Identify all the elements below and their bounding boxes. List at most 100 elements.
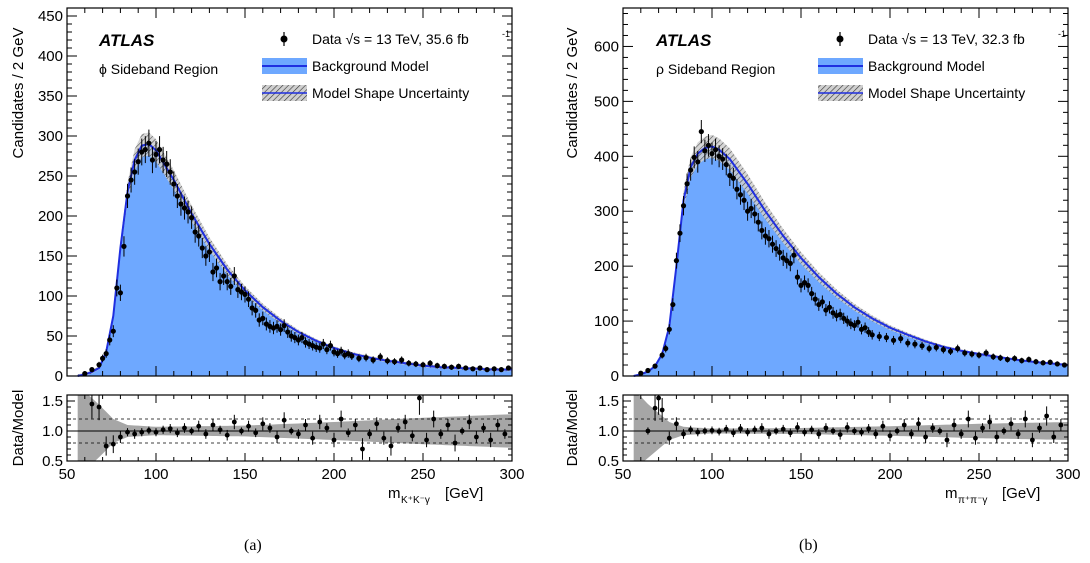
data-marker: [755, 219, 761, 225]
data-point: [983, 349, 989, 357]
data-marker: [484, 367, 490, 373]
ratio-point: [160, 425, 166, 434]
data-point: [356, 354, 362, 363]
data-marker: [734, 186, 740, 192]
data-point: [456, 363, 462, 370]
data-marker: [156, 147, 163, 153]
ratio-point: [901, 419, 907, 431]
data-marker: [370, 357, 376, 363]
ratio-point: [296, 429, 301, 439]
data-marker: [1019, 358, 1025, 364]
data-point: [363, 353, 369, 362]
ratio-marker: [916, 421, 921, 427]
data-marker: [427, 360, 433, 366]
data-point: [1040, 360, 1046, 366]
ratio-marker: [944, 437, 950, 443]
data-point: [773, 240, 779, 257]
ratio-marker: [459, 428, 465, 434]
ratio-marker: [288, 428, 294, 434]
data-point: [794, 269, 801, 285]
ratio-point: [203, 429, 209, 439]
ratio-marker: [89, 401, 95, 407]
ratio-point: [409, 430, 415, 442]
ratio-point: [1001, 427, 1007, 435]
data-point: [245, 291, 252, 308]
data-point: [730, 167, 736, 189]
data-point: [434, 362, 440, 369]
ratio-point: [1022, 410, 1028, 428]
data-marker: [281, 323, 287, 329]
ratio-marker: [431, 416, 437, 422]
data-marker: [420, 362, 426, 368]
y-tick-label: 250: [38, 168, 63, 185]
experiment-label: ATLAS: [98, 31, 155, 50]
ratio-point: [96, 395, 102, 421]
data-point: [709, 142, 715, 165]
data-point: [477, 365, 483, 371]
data-point: [156, 136, 163, 164]
data-marker: [645, 367, 651, 374]
data-marker: [132, 169, 138, 175]
x-axis-title: m π⁺π⁻γ [GeV]: [945, 485, 1040, 506]
data-point: [677, 224, 683, 243]
data-marker: [221, 273, 227, 279]
x-axis-symbol: m: [388, 485, 401, 502]
ratio-marker: [894, 428, 900, 434]
data-point: [734, 179, 740, 200]
data-point: [745, 201, 751, 221]
data-point: [189, 206, 195, 229]
data-point: [947, 347, 954, 355]
data-point: [819, 295, 825, 309]
data-point: [919, 341, 925, 350]
ratio-point: [958, 429, 964, 439]
ratio-point: [246, 420, 251, 432]
ratio-marker: [417, 395, 422, 401]
data-marker: [837, 311, 843, 318]
ratio-marker: [674, 421, 679, 427]
ratio-point: [752, 425, 758, 434]
data-point: [260, 311, 266, 326]
ratio-point: [445, 419, 451, 431]
legend-model-label: Background Model: [868, 58, 985, 74]
ratio-point: [816, 429, 822, 439]
data-point: [926, 344, 932, 353]
data-point: [253, 303, 259, 318]
ratio-marker: [908, 431, 914, 437]
data-point: [1004, 356, 1011, 363]
data-point: [1033, 358, 1039, 365]
ratio-point: [331, 432, 337, 448]
data-marker: [976, 352, 982, 358]
ratio-point: [802, 428, 807, 437]
data-point: [153, 141, 159, 168]
data-point: [1026, 356, 1032, 363]
ratio-point: [317, 414, 323, 430]
ratio-marker: [752, 427, 758, 433]
ratio-point: [837, 429, 843, 440]
ratio-point: [310, 431, 316, 445]
data-marker: [663, 345, 669, 352]
ratio-point: [688, 425, 694, 434]
ratio-marker: [324, 425, 330, 431]
ratio-y-axis-label: Data/Model: [10, 390, 27, 467]
ratio-point: [495, 419, 501, 431]
ratio-point: [844, 422, 850, 433]
data-point: [171, 171, 177, 197]
ratio-point: [994, 431, 1000, 443]
ratio-point: [965, 410, 971, 428]
data-marker: [666, 326, 672, 332]
ratio-point: [424, 432, 429, 448]
data-marker: [677, 230, 683, 236]
data-marker: [691, 154, 697, 160]
ratio-point: [809, 425, 815, 434]
data-marker: [107, 337, 113, 343]
ratio-point: [139, 428, 145, 437]
ratio-point: [773, 427, 779, 435]
data-point: [826, 301, 833, 314]
ratio-point: [431, 410, 437, 428]
data-point: [801, 275, 808, 290]
data-marker: [823, 307, 829, 313]
data-point: [498, 367, 504, 373]
x-axis-title: m K⁺K⁻γ [GeV]: [388, 485, 483, 506]
data-marker: [338, 348, 344, 354]
data-point: [196, 225, 202, 247]
